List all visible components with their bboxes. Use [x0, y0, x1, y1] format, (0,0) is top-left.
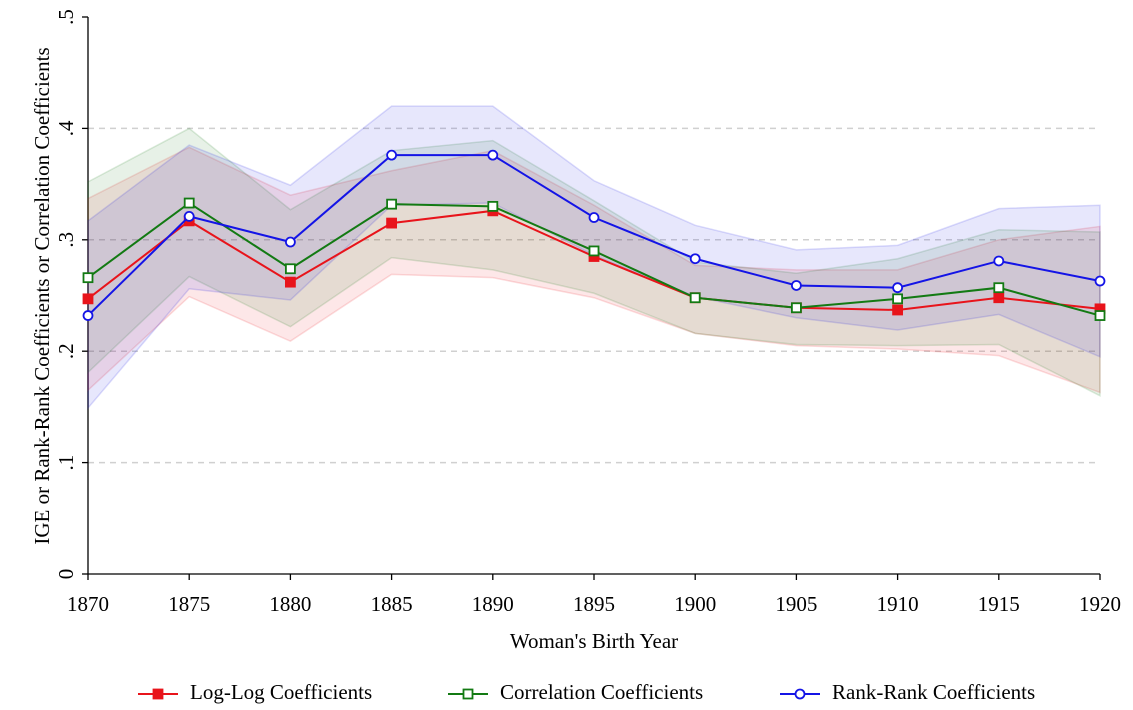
y-tick-label: .1	[54, 455, 78, 471]
confidence-band	[87, 105, 1101, 411]
x-tick-label: 1880	[269, 592, 311, 616]
x-tick-label: 1885	[371, 592, 413, 616]
marker	[284, 263, 296, 275]
x-tick-label: 1920	[1079, 592, 1121, 616]
x-tick-label: 1910	[877, 592, 919, 616]
marker	[183, 211, 195, 222]
legend-label: Correlation Coefficients	[500, 680, 703, 704]
y-tick-label: 0	[54, 569, 78, 580]
marker	[892, 304, 903, 316]
x-tick-label: 1890	[472, 592, 514, 616]
legend-item: Correlation Coefficients	[448, 680, 703, 704]
marker	[152, 688, 164, 700]
marker	[386, 217, 398, 229]
marker	[993, 282, 1005, 294]
marker	[588, 245, 600, 257]
marker	[1094, 275, 1106, 287]
marker	[689, 292, 701, 304]
marker	[588, 212, 600, 223]
legend-label: Rank-Rank Coefficients	[832, 680, 1035, 704]
x-axis-title: Woman's Birth Year	[510, 629, 678, 653]
marker	[82, 293, 94, 305]
marker	[993, 292, 1005, 304]
marker	[487, 200, 499, 212]
y-tick-label: .2	[54, 343, 78, 359]
marker	[183, 197, 195, 209]
marker	[284, 276, 296, 288]
y-axis-title: IGE or Rank-Rank Coefficients or Correla…	[30, 47, 54, 544]
marker	[993, 255, 1005, 267]
marker	[386, 149, 398, 161]
x-tick-label: 1875	[168, 592, 210, 616]
x-tick-label: 1870	[67, 592, 109, 616]
marker	[892, 293, 903, 305]
x-tick-label: 1900	[674, 592, 716, 616]
marker	[284, 236, 296, 248]
marker	[1094, 310, 1106, 321]
legend-item: Log-Log Coefficients	[138, 680, 372, 704]
marker	[791, 302, 802, 314]
marker	[82, 310, 94, 321]
x-tick-label: 1915	[978, 592, 1020, 616]
marker	[892, 282, 903, 294]
y-tick-label: .3	[54, 232, 78, 248]
legend-label: Log-Log Coefficients	[190, 680, 372, 704]
confidence-band	[87, 127, 1101, 397]
y-tick-label: .5	[54, 9, 78, 25]
legend-item: Rank-Rank Coefficients	[780, 680, 1035, 704]
marker	[386, 198, 398, 210]
marker	[82, 272, 94, 284]
marker	[689, 253, 701, 265]
confidence-band	[87, 146, 1101, 394]
marker	[791, 280, 802, 291]
x-tick-label: 1895	[573, 592, 615, 616]
marker	[487, 149, 499, 161]
marker	[794, 688, 806, 700]
y-tick-label: .4	[54, 120, 78, 136]
x-tick-label: 1905	[775, 592, 817, 616]
marker	[462, 688, 474, 700]
